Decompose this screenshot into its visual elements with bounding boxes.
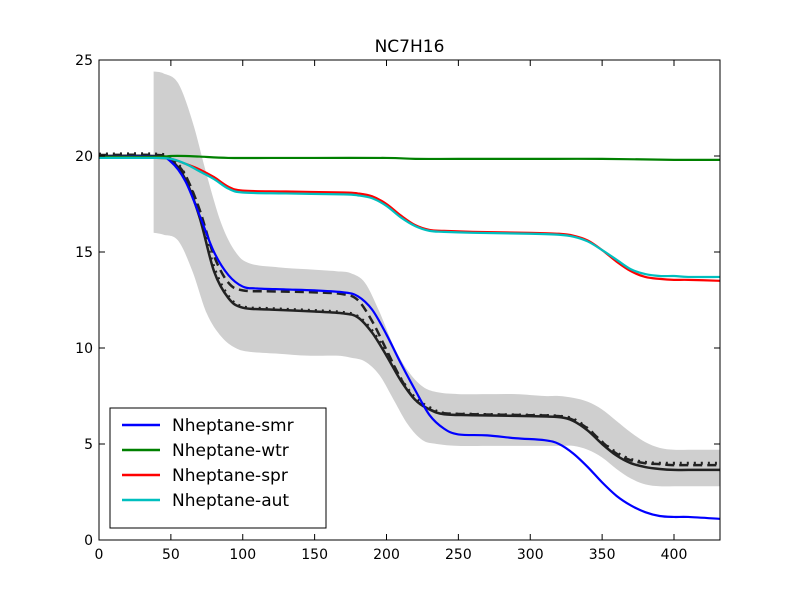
series-line-nheptane-smr	[99, 155, 720, 520]
x-tick-label: 100	[229, 547, 256, 563]
series-line-nheptane-aut	[99, 156, 720, 279]
legend: Nheptane-smr Nheptane-wtr Nheptane-spr Nhep…	[109, 407, 327, 529]
legend-label: Nheptane-smr	[172, 416, 294, 436]
y-tick-label: 15	[75, 245, 93, 261]
reference-line-dashed	[99, 153, 720, 467]
uncertainty-band	[153, 71, 720, 487]
y-axis: 0 5 10 15 20 25	[75, 53, 720, 549]
reference-line-solid	[99, 154, 720, 472]
legend-box	[109, 407, 327, 529]
legend-label: Nheptane-wtr	[172, 441, 289, 461]
chart-title: NC7H16	[375, 37, 445, 57]
y-tick-label: 20	[75, 149, 93, 165]
x-axis: 0 50 100 150 200 250 300 350 400	[95, 60, 688, 563]
series-line-nheptane-wtr	[99, 154, 720, 162]
x-tick-label: 50	[162, 547, 180, 563]
legend-label: Nheptane-aut	[172, 491, 289, 511]
x-tick-label: 0	[95, 547, 104, 563]
x-tick-label: 350	[589, 547, 616, 563]
reference-lines-layer	[99, 152, 720, 472]
x-tick-label: 300	[517, 547, 544, 563]
y-tick-label: 10	[75, 341, 93, 357]
uncertainty-band-layer	[153, 71, 720, 487]
y-tick-label: 0	[84, 533, 93, 549]
legend-label: Nheptane-spr	[172, 466, 288, 486]
y-tick-label: 25	[75, 53, 93, 69]
x-tick-label: 400	[661, 547, 688, 563]
plot-frame	[98, 59, 721, 541]
series-layer	[99, 154, 720, 520]
x-tick-label: 200	[373, 547, 400, 563]
x-tick-label: 150	[301, 547, 328, 563]
y-tick-label: 5	[84, 437, 93, 453]
x-tick-label: 250	[445, 547, 472, 563]
